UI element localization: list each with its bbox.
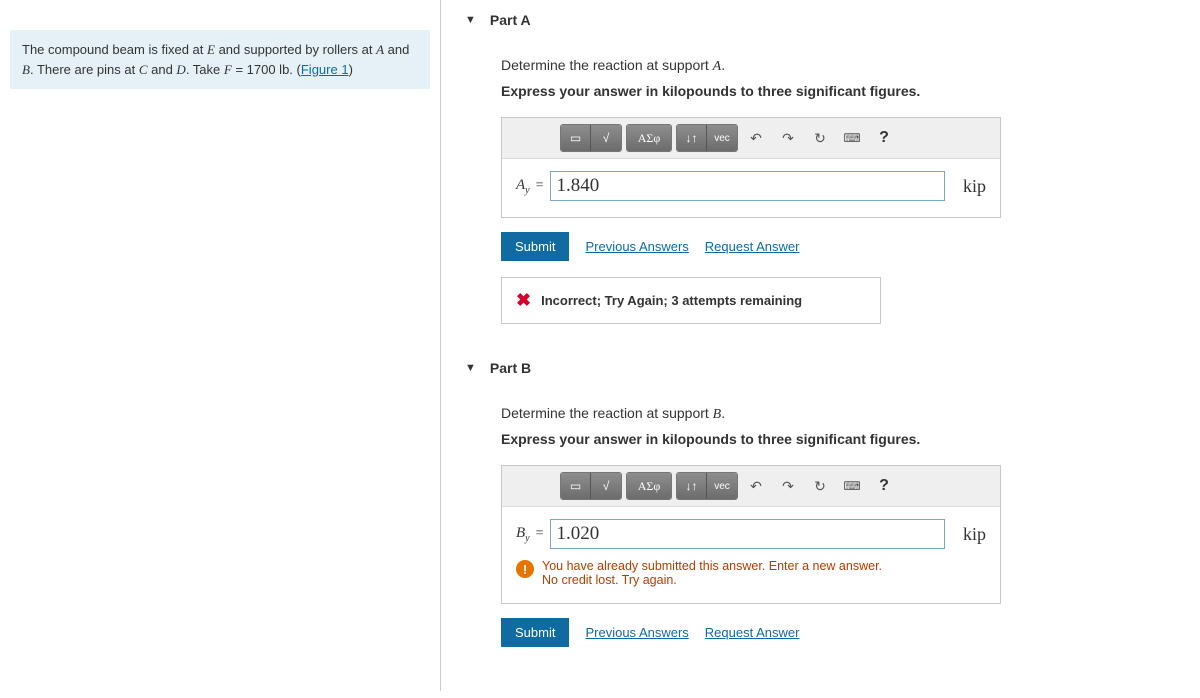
caret-down-icon: ▼ [465, 362, 476, 374]
redo-icon[interactable]: ↷ [774, 126, 802, 150]
var-C: C [139, 62, 148, 77]
part-a-title: Part A [490, 12, 531, 28]
template-icon[interactable]: ▭ [561, 125, 591, 151]
part-b-warn-line1: You have already submitted this answer. … [542, 559, 882, 573]
undo-icon[interactable]: ↶ [742, 126, 770, 150]
part-b-answer-input[interactable] [550, 519, 945, 549]
updown-icon[interactable]: ↓↑ [677, 125, 707, 151]
help-icon[interactable]: ? [870, 474, 898, 498]
part-a-prompt: Determine the reaction at support A. [501, 57, 1160, 75]
help-icon[interactable]: ? [870, 126, 898, 150]
reset-icon[interactable]: ↻ [806, 126, 834, 150]
part-a-feedback-text: Incorrect; Try Again; 3 attempts remaini… [541, 293, 802, 308]
warning-icon: ! [516, 560, 534, 578]
part-b-submit-button[interactable]: Submit [501, 618, 569, 647]
greek-icon[interactable]: ΑΣφ [627, 473, 671, 499]
vec-icon[interactable]: vec [707, 473, 737, 499]
redo-icon[interactable]: ↷ [774, 474, 802, 498]
figure-link[interactable]: Figure 1 [301, 62, 349, 77]
reset-icon[interactable]: ↻ [806, 474, 834, 498]
template-icon[interactable]: ▭ [561, 473, 591, 499]
sqrt-icon[interactable]: √ [591, 125, 621, 151]
part-b-warn-line2: No credit lost. Try again. [542, 573, 882, 587]
keyboard-icon[interactable]: ⌨ [838, 474, 866, 498]
greek-icon[interactable]: ΑΣφ [627, 125, 671, 151]
var-E: E [207, 42, 215, 57]
part-a-previous-answers-link[interactable]: Previous Answers [585, 239, 688, 254]
var-B: B [22, 62, 30, 77]
part-b-var-label: By [516, 525, 530, 544]
problem-text: The compound beam is fixed at [22, 42, 207, 57]
part-b-previous-answers-link[interactable]: Previous Answers [585, 625, 688, 640]
part-b-warning: ! You have already submitted this answer… [502, 549, 1000, 587]
keyboard-icon[interactable]: ⌨ [838, 126, 866, 150]
part-a-answer-block: ▭ √ ΑΣφ ↓↑ vec ↶ ↷ ↻ ⌨ ? [501, 117, 1001, 218]
var-F: F [224, 62, 232, 77]
part-b-prompt: Determine the reaction at support B. [501, 405, 1160, 423]
part-a-feedback: ✖ Incorrect; Try Again; 3 attempts remai… [501, 277, 881, 324]
updown-icon[interactable]: ↓↑ [677, 473, 707, 499]
caret-down-icon: ▼ [465, 14, 476, 26]
part-b-instruction: Express your answer in kilopounds to thr… [501, 431, 1160, 447]
var-D: D [176, 62, 185, 77]
sqrt-icon[interactable]: √ [591, 473, 621, 499]
part-a-instruction: Express your answer in kilopounds to thr… [501, 83, 1160, 99]
equals-sign: = [536, 526, 544, 542]
part-b-header[interactable]: ▼ Part B [441, 348, 1200, 389]
undo-icon[interactable]: ↶ [742, 474, 770, 498]
equals-sign: = [536, 178, 544, 194]
incorrect-x-icon: ✖ [516, 290, 531, 311]
equation-toolbar: ▭ √ ΑΣφ ↓↑ vec ↶ ↷ ↻ ⌨ ? [502, 118, 1000, 159]
part-a-var-label: Ay [516, 177, 530, 196]
part-b-unit: kip [963, 524, 986, 545]
vec-icon[interactable]: vec [707, 125, 737, 151]
part-a-answer-input[interactable] [550, 171, 945, 201]
part-a-unit: kip [963, 176, 986, 197]
problem-statement: The compound beam is fixed at E and supp… [10, 30, 430, 89]
var-A: A [376, 42, 384, 57]
part-a-request-answer-link[interactable]: Request Answer [705, 239, 800, 254]
part-b-request-answer-link[interactable]: Request Answer [705, 625, 800, 640]
equation-toolbar: ▭ √ ΑΣφ ↓↑ vec ↶ ↷ ↻ ⌨ ? [502, 466, 1000, 507]
part-b-answer-block: ▭ √ ΑΣφ ↓↑ vec ↶ ↷ ↻ ⌨ ? [501, 465, 1001, 604]
part-a-header[interactable]: ▼ Part A [441, 0, 1200, 41]
part-b-title: Part B [490, 360, 531, 376]
part-a-submit-button[interactable]: Submit [501, 232, 569, 261]
